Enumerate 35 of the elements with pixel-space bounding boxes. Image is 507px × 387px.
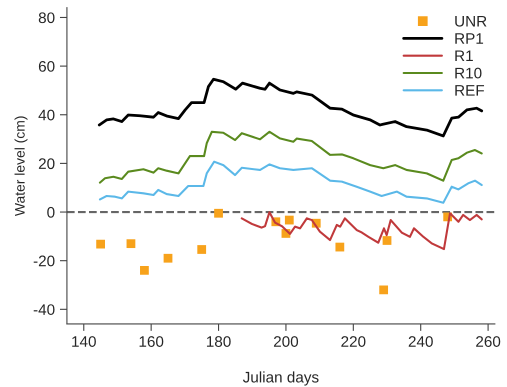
line-series	[98, 78, 484, 138]
legend-label: REF	[455, 85, 484, 96]
y-axis-title: Water level (cm)	[14, 116, 28, 216]
legend-label: RP1	[455, 33, 484, 44]
x-tick-label: 140	[72, 336, 96, 347]
line-series	[240, 211, 483, 250]
y-tick-label: 20	[38, 158, 55, 170]
x-axis-title: Julian days	[242, 371, 319, 386]
point	[382, 236, 392, 245]
x-tick-label: 180	[206, 336, 231, 347]
legend-label: R10	[455, 68, 482, 78]
point	[164, 254, 172, 263]
y-tick-label: 40	[38, 110, 55, 120]
x-tick-label: 220	[341, 336, 366, 347]
line-series	[98, 160, 483, 204]
x-tick-label: 160	[140, 336, 164, 347]
legend-label: R1	[455, 50, 473, 62]
point	[197, 245, 206, 254]
y-tick-label: -40	[34, 304, 55, 316]
point	[284, 216, 294, 224]
legend-label: UNR	[455, 16, 486, 27]
point	[379, 285, 388, 294]
y-tick-label: 80	[38, 12, 55, 24]
point	[126, 239, 136, 248]
y-tick-label: 60	[38, 60, 55, 72]
point	[96, 240, 106, 249]
y-tick-label: -20	[34, 256, 55, 266]
point	[140, 266, 149, 275]
point	[214, 208, 223, 218]
x-tick-label: 260	[476, 336, 500, 347]
y-tick-label: 0	[47, 206, 55, 218]
x-tick-label: 200	[274, 336, 298, 347]
point	[335, 242, 344, 252]
line-series	[98, 130, 483, 184]
x-tick-label: 240	[408, 336, 433, 347]
